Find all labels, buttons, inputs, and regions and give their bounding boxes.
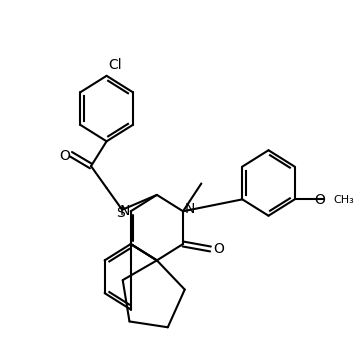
Text: Cl: Cl xyxy=(108,58,122,72)
Text: CH₃: CH₃ xyxy=(333,195,354,205)
Text: O: O xyxy=(213,242,224,256)
Text: S: S xyxy=(116,206,125,220)
Text: N: N xyxy=(119,204,130,218)
Text: O: O xyxy=(59,149,70,163)
Text: N: N xyxy=(184,202,195,216)
Text: O: O xyxy=(314,193,325,207)
